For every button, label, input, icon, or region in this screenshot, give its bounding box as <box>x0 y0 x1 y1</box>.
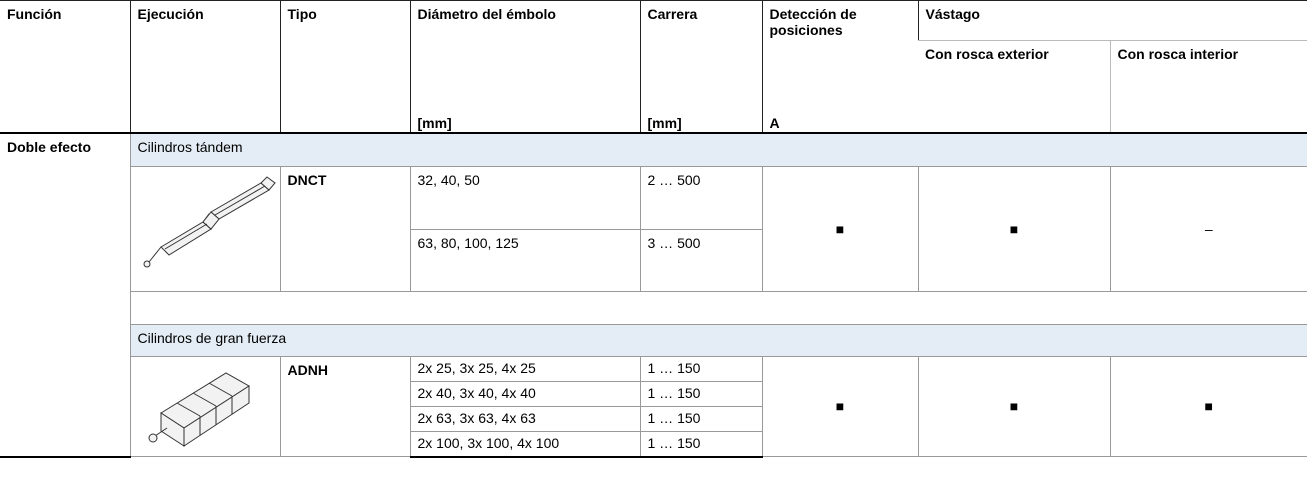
subheader-cell: Con rosca exterior <box>918 40 1110 135</box>
header-text: Carrera <box>647 6 698 22</box>
spacer-row <box>129 291 1307 325</box>
internal-mark: ■ <box>1204 398 1213 415</box>
header-cell: Detección de posiciones A <box>761 0 918 134</box>
header-cell: Tipo <box>279 0 410 134</box>
diameter-text: 32, 40, 50 <box>417 171 480 188</box>
unit: [mm] <box>417 115 452 131</box>
stroke-text: 2 … 500 <box>647 171 701 188</box>
stroke-text: 3 … 500 <box>647 234 701 251</box>
detection-cell: ■ <box>761 356 918 457</box>
diameter-cell: 2x 25, 3x 25, 4x 25 <box>409 356 640 382</box>
stroke-cell: 1 … 150 <box>639 356 762 382</box>
diameter-cell: 2x 100, 3x 100, 4x 100 <box>409 431 640 458</box>
stroke-cell: 1 … 150 <box>639 431 762 458</box>
stroke-cell: 1 … 150 <box>639 406 762 432</box>
detection-mark: ■ <box>835 398 845 415</box>
internal-thread-cell: – <box>1109 166 1307 292</box>
image-cell <box>129 166 280 292</box>
image-cell <box>129 356 280 457</box>
diameter-text: 2x 25, 3x 25, 4x 25 <box>417 359 536 376</box>
header-cell: Diámetro del émbolo [mm] <box>409 0 640 134</box>
diameter-text: 2x 100, 3x 100, 4x 100 <box>417 434 560 451</box>
stroke-text: 1 … 150 <box>647 384 701 401</box>
header-cell: Función <box>0 0 130 134</box>
stroke-cell: 1 … 150 <box>639 381 762 407</box>
unit: A <box>769 115 780 131</box>
unit: [mm] <box>647 115 682 131</box>
section-label: Cilindros de gran fuerza <box>129 324 1307 357</box>
subheader-cell: Con rosca interior <box>1109 40 1307 135</box>
section-text: Cilindros de gran fuerza <box>137 329 287 346</box>
compact-cylinder-image <box>148 372 250 447</box>
header-text: Diámetro del émbolo <box>417 6 556 22</box>
internal-thread-cell: ■ <box>1109 356 1307 457</box>
detection-mark: ■ <box>835 220 845 237</box>
section-text: Cilindros tándem <box>137 139 243 155</box>
function-text: Doble efecto <box>7 139 92 155</box>
header-text: Vástago <box>925 6 980 22</box>
detection-cell: ■ <box>761 166 918 292</box>
type-text: ADNH <box>287 361 328 378</box>
external-mark: ■ <box>1009 398 1019 415</box>
tandem-cylinder-image <box>143 176 276 268</box>
diameter-cell: 2x 63, 3x 63, 4x 63 <box>409 406 640 432</box>
external-thread-cell: ■ <box>917 166 1110 292</box>
diameter-text: 63, 80, 100, 125 <box>417 234 519 251</box>
type-cell: DNCT <box>279 166 410 292</box>
stroke-cell: 2 … 500 <box>639 166 762 230</box>
header-cell: Vástago <box>917 0 1307 42</box>
function-cell: Doble efecto <box>0 133 130 458</box>
type-text: DNCT <box>287 171 327 188</box>
header-text: Tipo <box>287 6 317 22</box>
internal-mark: – <box>1204 220 1213 237</box>
diameter-cell: 2x 40, 3x 40, 4x 40 <box>409 381 640 407</box>
product-table: Función Ejecución Tipo Diámetro del émbo… <box>0 0 1307 458</box>
header-text: Ejecución <box>137 6 204 22</box>
header-text: Función <box>7 6 62 22</box>
section-label: Cilindros tándem <box>129 133 1307 167</box>
subheader-text: Con rosca exterior <box>925 46 1049 63</box>
diameter-cell: 32, 40, 50 <box>409 166 640 230</box>
type-cell: ADNH <box>279 356 410 457</box>
header-text: Detección de posiciones <box>769 6 857 38</box>
diameter-cell: 63, 80, 100, 125 <box>409 229 640 292</box>
stroke-text: 1 … 150 <box>647 409 701 426</box>
stroke-text: 1 … 150 <box>647 434 701 451</box>
subheader-text: Con rosca interior <box>1117 46 1239 63</box>
stroke-cell: 3 … 500 <box>639 229 762 292</box>
external-thread-cell: ■ <box>917 356 1110 457</box>
stroke-text: 1 … 150 <box>647 359 701 376</box>
diameter-text: 2x 40, 3x 40, 4x 40 <box>417 384 536 401</box>
external-mark: ■ <box>1009 220 1019 237</box>
header-cell: Carrera [mm] <box>639 0 762 134</box>
header-cell: Ejecución <box>129 0 280 134</box>
diameter-text: 2x 63, 3x 63, 4x 63 <box>417 409 536 426</box>
